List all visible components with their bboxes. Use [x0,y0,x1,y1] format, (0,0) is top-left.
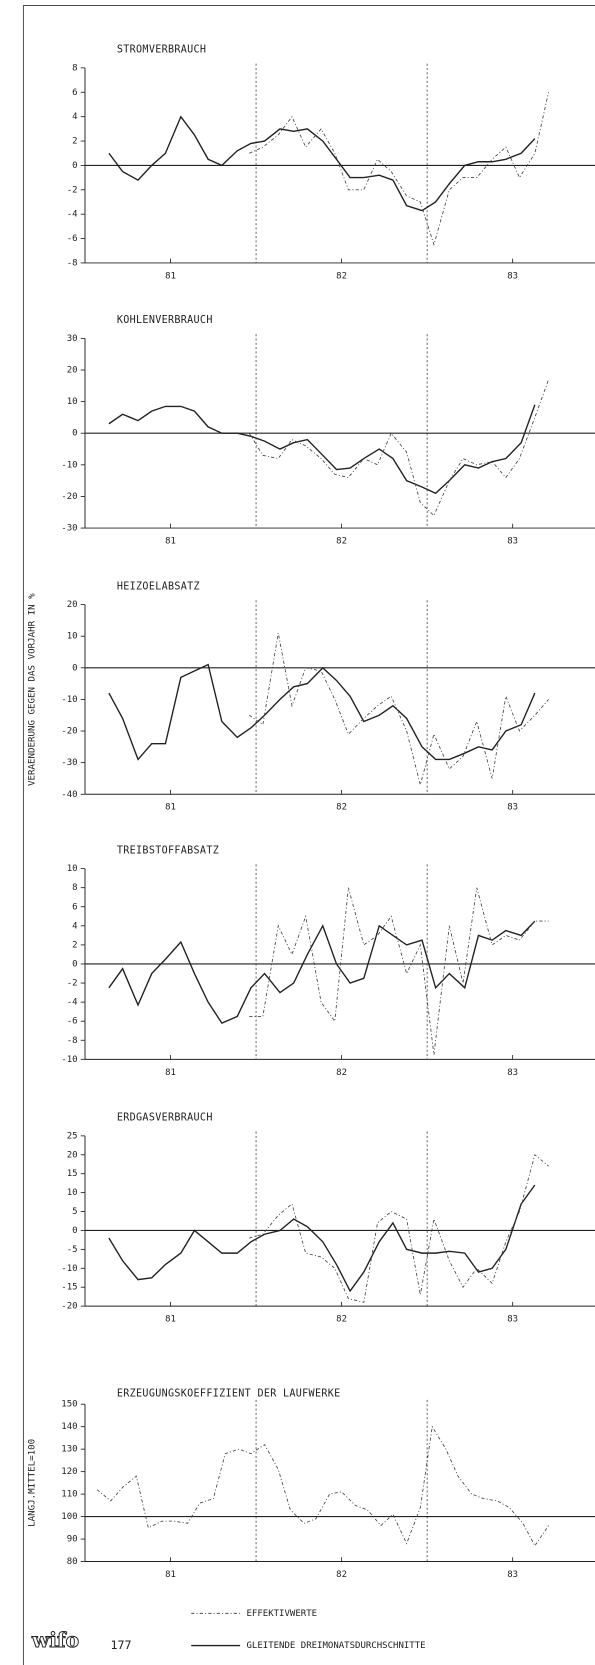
data-line [249,92,549,247]
y-tick-label: 4 [72,112,78,122]
chart-title: ERDGASVERBRAUCH [117,1113,213,1124]
y-tick-label: -5 [67,1245,78,1255]
x-tick-label: 82 [336,1570,347,1580]
y-tick-label: -6 [67,234,78,244]
y-tick-label: -10 [61,1055,77,1065]
y-tick-label: 6 [72,88,77,98]
x-tick-label: 81 [165,1068,176,1078]
y-tick-label: 120 [61,1467,77,1477]
y-tick-label: 150 [61,1400,77,1410]
page-number: 177 [111,1638,132,1652]
data-line [249,887,549,1055]
x-tick-label: 82 [336,1068,347,1078]
y-tick-label: -8 [67,258,78,268]
y-tick-label: -8 [67,1036,78,1046]
y-tick-label: 8 [72,883,77,893]
y-tick-label: -20 [61,1302,77,1312]
y-tick-label: -4 [67,210,78,220]
y-tick-label: 10 [67,632,78,642]
y-tick-label: 0 [72,1226,77,1236]
x-tick-label: 82 [336,536,347,546]
y-tick-label: -2 [67,979,78,989]
y-tick-label: 20 [67,600,78,610]
y-tick-label: -10 [61,695,77,705]
y-tick-label: 8 [72,63,77,73]
chart-title: ERZEUGUNGSKOEFFIZIENT DER LAUFWERKE [117,1388,341,1399]
data-line [249,1154,549,1303]
x-tick-label: 83 [507,1068,518,1078]
x-tick-label: 82 [336,271,347,281]
y-tick-label: 110 [61,1490,77,1500]
data-line [108,404,536,495]
y-tick-label: 10 [67,1188,78,1198]
y-tick-label: 30 [67,334,78,344]
y-tick-label: 0 [72,161,77,171]
data-line [248,379,549,517]
data-line [108,115,536,212]
x-tick-label: 81 [165,536,176,546]
y-tick-label: 80 [67,1557,78,1567]
y-tick-label: -30 [61,758,77,768]
y-tick-label: 100 [61,1512,77,1522]
y-tick-label: -30 [61,524,77,534]
y-tick-label: -10 [61,460,77,470]
y-tick-label: 0 [72,663,77,673]
logo: wifo [31,1628,79,1652]
x-tick-label: 83 [507,803,518,813]
y-tick-label: -15 [61,1283,77,1293]
y-tick-label: 2 [72,137,77,147]
y-tick-label: 4 [72,921,78,931]
y-axis-label: LANGJ.MITTEL=100 [27,1439,37,1527]
y-tick-label: 10 [67,397,78,407]
chart-title: KOHLENVERBRAUCH [117,315,213,326]
y-tick-label: 90 [67,1535,78,1545]
y-tick-label: 6 [72,902,77,912]
x-tick-label: 81 [165,1315,176,1325]
legend-label: GLEITENDE DREIMONATSDURCHSCHNITTE [247,1641,426,1651]
y-tick-label: 20 [67,365,78,375]
data-line [249,632,549,787]
y-tick-label: 10 [67,864,78,874]
y-tick-label: 130 [61,1445,77,1455]
y-tick-label: -2 [67,185,78,195]
y-axis-label: VERAENDERUNG GEGEN DAS VORJAHR IN % [27,593,37,786]
chart-title: HEIZOELABSATZ [117,581,200,592]
x-tick-label: 83 [507,1570,518,1580]
y-tick-label: 15 [67,1169,78,1179]
y-tick-label: -6 [67,1017,78,1027]
legend-label: EFFEKTIVWERTE [247,1609,318,1619]
x-tick-label: 81 [165,1570,176,1580]
data-line [96,1425,549,1547]
x-tick-label: 83 [507,1315,518,1325]
y-tick-label: -4 [67,998,78,1008]
y-tick-label: -20 [61,726,77,736]
y-tick-label: 0 [72,959,77,969]
chart-title: TREIBSTOFFABSATZ [117,845,219,856]
y-tick-label: 140 [61,1422,77,1432]
y-tick-label: -10 [61,1264,77,1274]
y-tick-label: -20 [61,492,77,502]
x-tick-label: 82 [336,1315,347,1325]
chart-title: STROMVERBRAUCH [117,45,206,56]
data-line [108,663,536,761]
y-tick-label: -40 [61,790,77,800]
data-line [108,920,536,1025]
x-tick-label: 83 [507,536,518,546]
y-tick-label: 25 [67,1131,78,1141]
x-tick-label: 83 [507,271,518,281]
y-tick-label: 2 [72,940,77,950]
data-line [108,1184,536,1293]
x-tick-label: 81 [165,271,176,281]
y-tick-label: 20 [67,1150,78,1160]
y-tick-label: 5 [72,1207,77,1217]
x-tick-label: 82 [336,803,347,813]
y-tick-label: 0 [72,429,77,439]
x-tick-label: 81 [165,803,176,813]
